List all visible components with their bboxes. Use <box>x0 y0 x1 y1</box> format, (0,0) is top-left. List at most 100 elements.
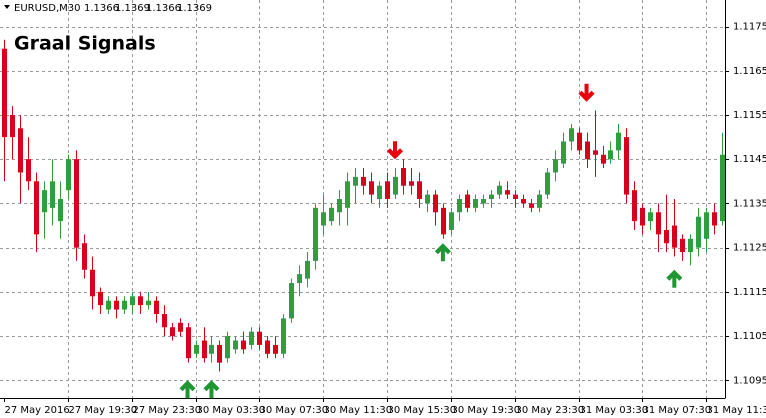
candle-body <box>489 194 494 199</box>
candle-body <box>114 300 119 310</box>
candle-body <box>385 181 390 199</box>
candle-body <box>537 194 542 208</box>
candle-body <box>481 199 486 204</box>
x-tick-label: 30 May 23:30 <box>516 405 585 416</box>
candle-body <box>585 141 590 160</box>
x-tick-label: 30 May 07:30 <box>260 405 329 416</box>
candle-body <box>281 318 286 354</box>
candle-body <box>178 322 183 332</box>
y-tick-label: 1.1125 <box>733 243 766 254</box>
candle-body <box>529 203 534 208</box>
candle-body <box>521 199 526 204</box>
last-close: 1.1369 <box>177 3 212 14</box>
candle-body <box>82 243 87 270</box>
candle-body <box>50 181 55 208</box>
candle-body <box>601 154 606 164</box>
candle-body <box>473 199 478 208</box>
candle-body <box>194 344 199 354</box>
buy-arrow <box>203 380 220 399</box>
candle-body <box>401 168 406 186</box>
candle-body <box>305 260 310 279</box>
buy-arrow <box>179 380 196 399</box>
candle-body <box>337 199 342 213</box>
candle-body <box>577 132 582 151</box>
candle-body <box>561 141 566 164</box>
x-tick-label: 30 May 15:30 <box>388 405 457 416</box>
y-tick-label: 1.1135 <box>733 198 766 209</box>
candle-body <box>217 344 222 363</box>
candle-body <box>130 296 135 306</box>
candle-body <box>122 300 127 310</box>
candle-body <box>497 185 502 195</box>
sell-arrow <box>387 141 404 160</box>
candle-body <box>106 300 111 310</box>
y-tick-label: 1.1105 <box>733 331 766 342</box>
candle-body <box>297 274 302 284</box>
y-tick-label: 1.1175 <box>733 22 766 33</box>
y-tick-label: 1.1145 <box>733 154 766 165</box>
candle-body <box>656 212 661 235</box>
symbol: EURUSD,M30 <box>14 3 80 14</box>
candle-body <box>513 194 518 199</box>
candle-body <box>393 176 398 195</box>
candle-body <box>345 181 350 208</box>
candle-body <box>369 181 374 195</box>
candle-body <box>449 212 454 230</box>
candle-body <box>329 207 334 222</box>
candle-body <box>34 181 39 235</box>
candle-body <box>632 190 637 222</box>
candle-body <box>154 300 159 314</box>
candle-body <box>18 128 23 173</box>
candle-body <box>249 331 254 345</box>
candle-body <box>593 150 598 155</box>
x-tick-label: 30 May 11:30 <box>324 405 393 416</box>
candle-body <box>457 199 462 213</box>
candle-body <box>233 340 238 350</box>
candle-body <box>353 176 358 186</box>
candle-body <box>257 331 262 345</box>
candle-body <box>425 194 430 204</box>
candle-body <box>545 172 550 195</box>
last-open: 1.1366 <box>84 3 119 14</box>
candle-body <box>58 199 63 222</box>
buy-arrow <box>666 269 683 288</box>
candle-body <box>202 340 207 359</box>
candle-body <box>2 48 7 138</box>
candle-body <box>465 194 470 208</box>
candle-body <box>10 114 15 138</box>
x-tick-label: 27 May 23:30 <box>133 405 202 416</box>
candle-body <box>441 207 446 235</box>
candle-body <box>648 212 653 222</box>
candle-body <box>720 154 725 222</box>
candle-body <box>569 128 574 142</box>
candle-body <box>608 150 613 160</box>
candle-body <box>616 132 621 151</box>
y-tick-label: 1.1165 <box>733 66 766 77</box>
x-tick-label: 30 May 03:30 <box>197 405 266 416</box>
last-low: 1.1366 <box>146 3 181 14</box>
candle-body <box>377 185 382 199</box>
x-tick-label: 27 May 19:30 <box>69 405 138 416</box>
candle-body <box>26 159 31 182</box>
candle-body <box>664 229 669 244</box>
last-high: 1.1369 <box>115 3 150 14</box>
candles <box>2 39 725 372</box>
candle-body <box>680 238 685 253</box>
x-tick-label: 30 May 19:30 <box>452 405 521 416</box>
candle-body <box>640 207 645 226</box>
candle-body <box>712 212 717 226</box>
y-tick-label: 1.1155 <box>733 110 766 121</box>
candle-body <box>170 327 175 337</box>
candle-body <box>409 181 414 186</box>
menu-arrow[interactable] <box>4 5 10 9</box>
sell-arrow <box>578 83 595 102</box>
y-tick-label: 1.1095 <box>733 375 766 386</box>
candle-body <box>624 137 629 195</box>
candle-body <box>688 238 693 253</box>
candle-body <box>704 212 709 239</box>
candle-body <box>162 313 167 328</box>
candle-body <box>74 159 79 248</box>
candle-body <box>241 340 246 350</box>
